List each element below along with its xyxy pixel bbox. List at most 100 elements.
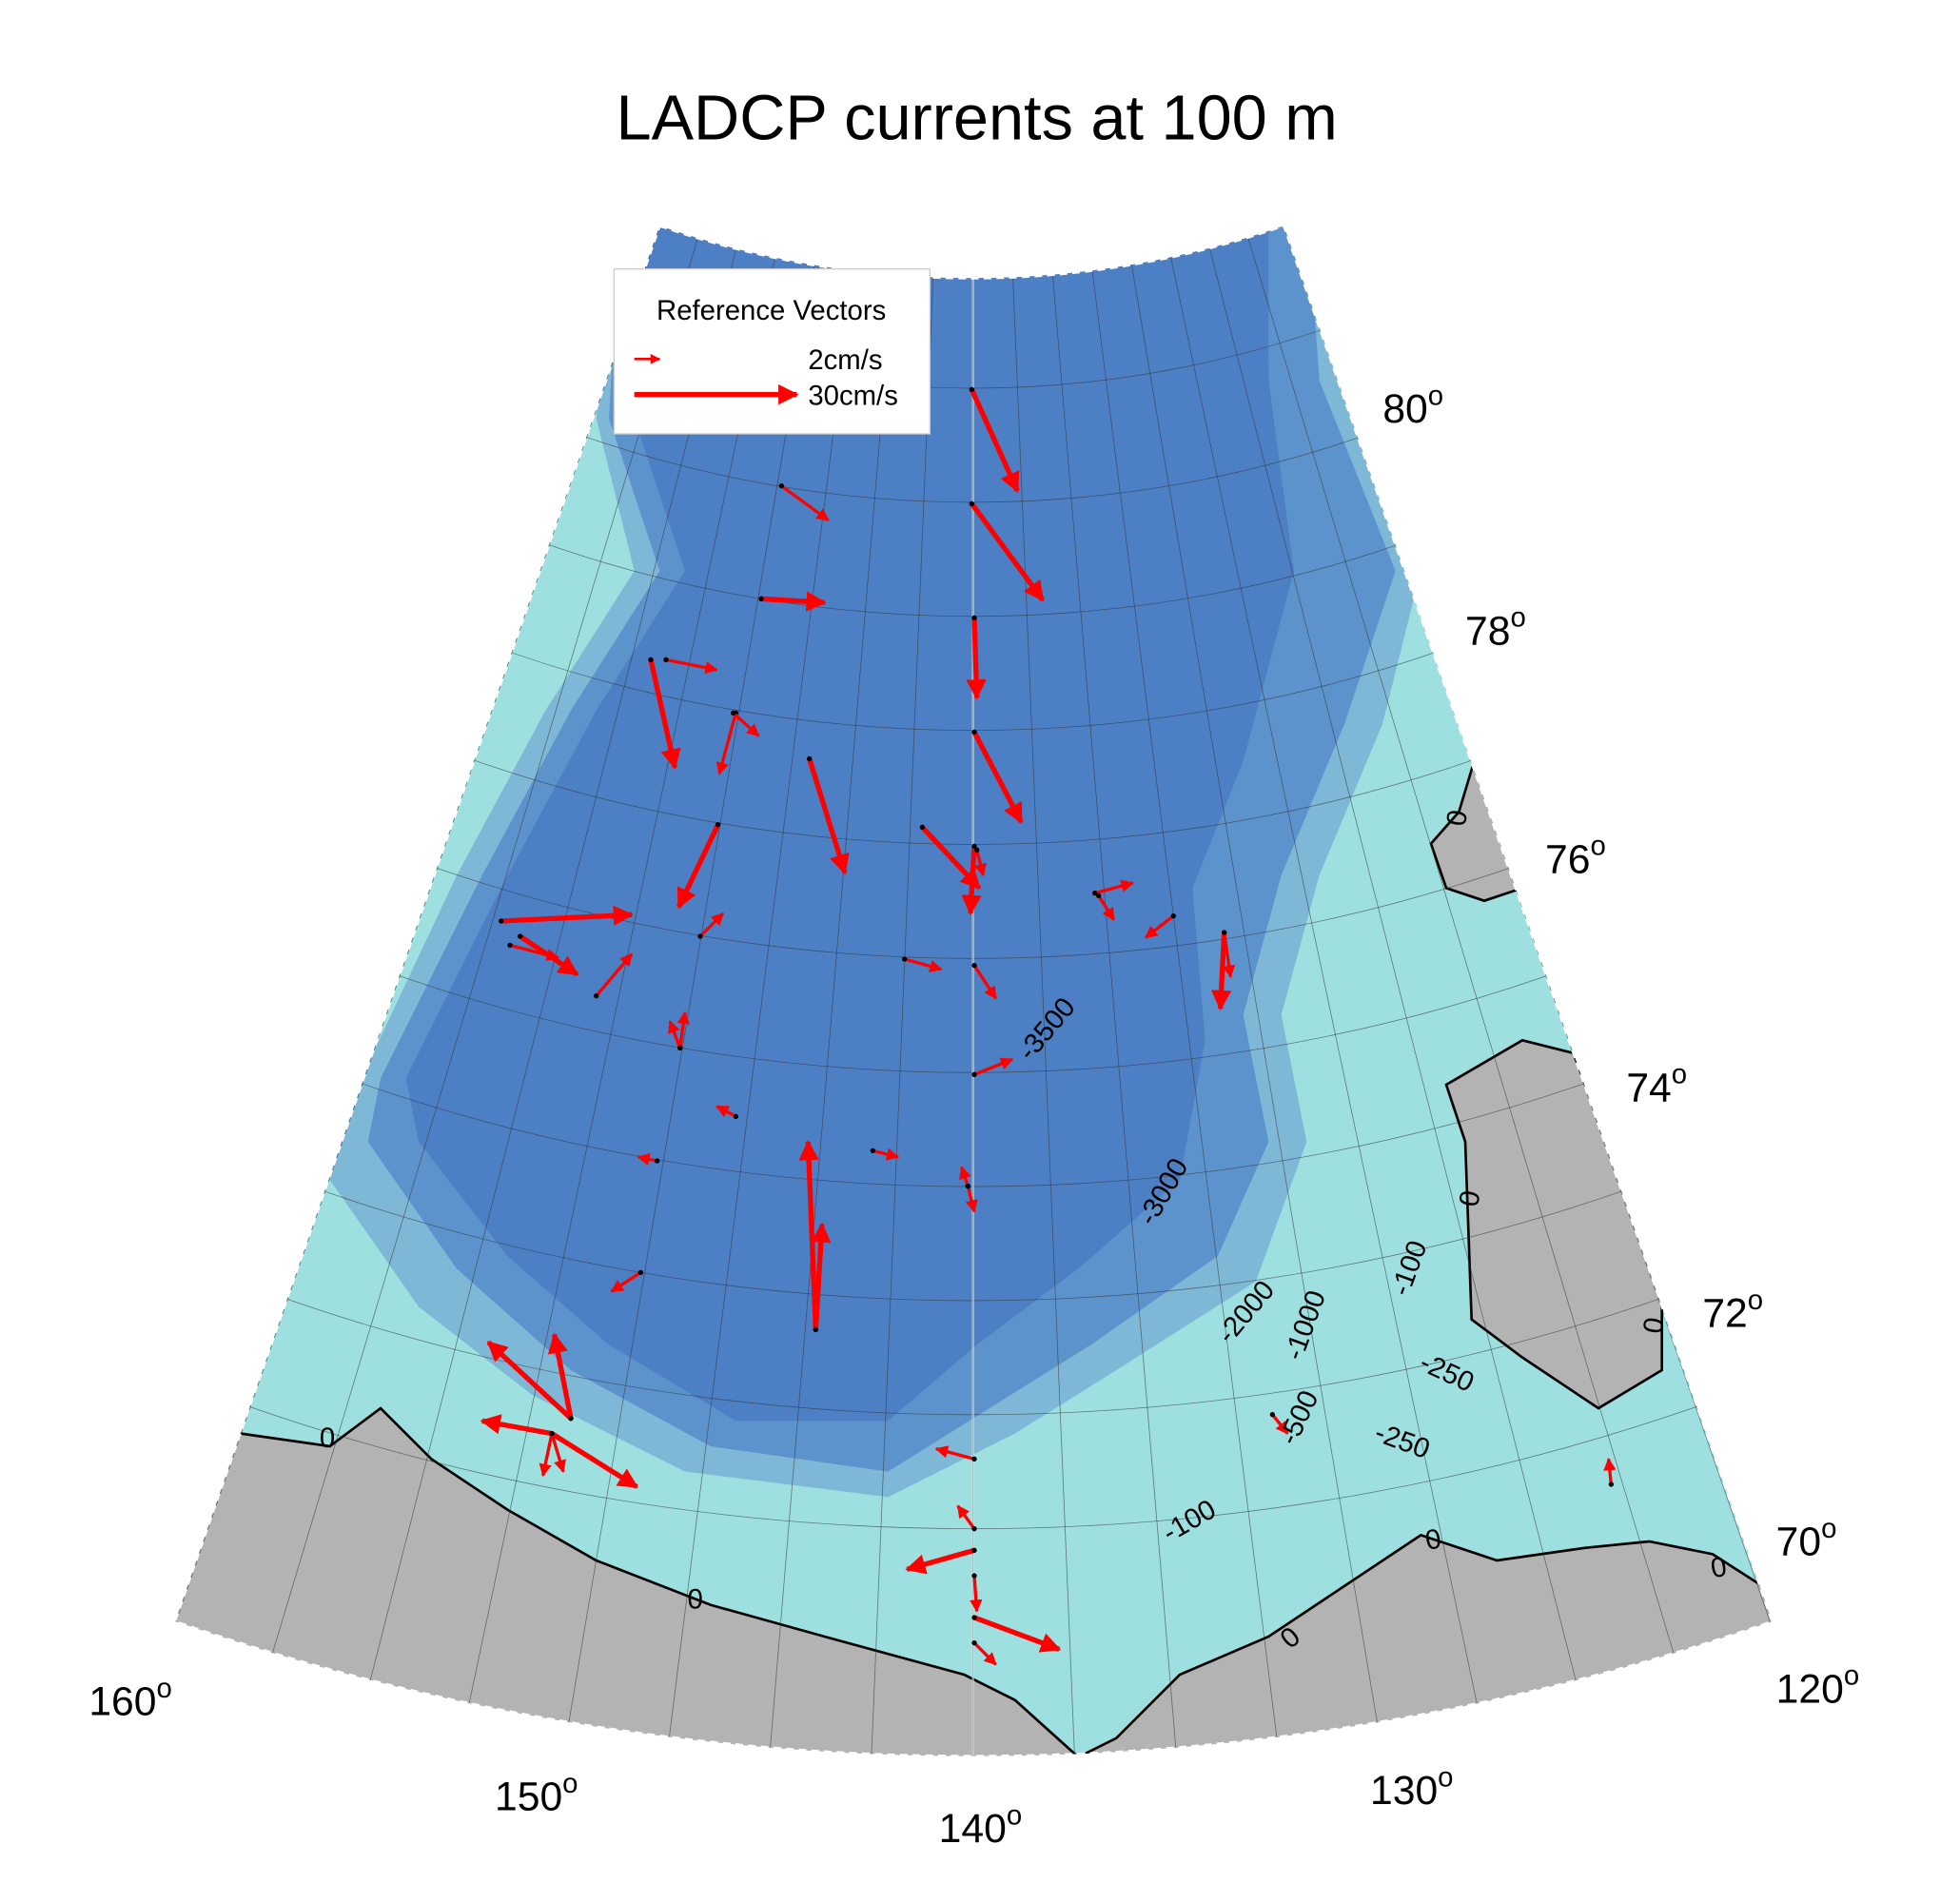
current-vector [973, 1057, 1014, 1076]
current-vector [966, 618, 987, 700]
current-vector [665, 657, 718, 675]
contour-label: 0 [1708, 1551, 1729, 1584]
station [902, 956, 908, 962]
longitude-line [972, 226, 1085, 1756]
degree-symbol: o [1438, 1761, 1453, 1793]
current-vector [676, 823, 721, 910]
legend-title: Reference Vectors [657, 295, 886, 326]
longitude-label: 140o [939, 1799, 1022, 1852]
degree-value: 78 [1465, 608, 1510, 654]
station [969, 500, 974, 506]
degree-symbol: o [157, 1673, 172, 1704]
longitude-line [972, 226, 1196, 1756]
station [971, 1456, 977, 1462]
longitude-label: 120o [1776, 1660, 1859, 1713]
degree-symbol: o [1821, 1513, 1836, 1544]
legend-box [613, 268, 931, 435]
current-vector [486, 1340, 573, 1421]
latitude-label: 80o [1382, 380, 1443, 432]
current-vector [872, 1148, 900, 1161]
current-vector [807, 757, 850, 875]
current-vectors [480, 386, 1617, 1666]
current-vector [961, 846, 982, 916]
current-vector [539, 1433, 554, 1477]
current-vector [970, 1575, 983, 1613]
station [677, 1045, 683, 1050]
current-vector [610, 1270, 642, 1293]
current-vector [1094, 879, 1134, 895]
degree-value: 130 [1370, 1768, 1438, 1814]
degree-symbol: o [1748, 1285, 1763, 1316]
longitude-label: 130o [1370, 1761, 1453, 1814]
station [518, 933, 523, 939]
station [733, 1113, 738, 1119]
longitude-line [972, 226, 1417, 1756]
longitude-line [861, 226, 974, 1756]
station [778, 483, 784, 489]
degree-value: 120 [1776, 1666, 1844, 1712]
degree-symbol: o [1510, 602, 1525, 634]
longitude-line [175, 226, 974, 1756]
contour-label: 0 [1422, 1523, 1443, 1557]
legend-label: 2cm/s [808, 344, 882, 376]
map-title: LADCP currents at 100 m [617, 84, 1338, 154]
latitude-label: 72o [1702, 1285, 1763, 1337]
current-vector [480, 1414, 553, 1437]
degree-symbol: o [1428, 380, 1443, 411]
latitude-label: 78o [1465, 602, 1526, 655]
station [499, 918, 504, 924]
current-vector [1223, 932, 1236, 978]
contour-label: 0 [320, 1422, 335, 1454]
contour-label: 0 [1637, 1315, 1671, 1336]
station [663, 657, 669, 662]
longitude-line [206, 226, 974, 1756]
station [1222, 930, 1227, 935]
station [1092, 891, 1098, 896]
station [971, 963, 977, 969]
current-vector [668, 1020, 682, 1049]
station [549, 1431, 555, 1437]
station [971, 1526, 977, 1532]
contour-label: 0 [688, 1583, 703, 1615]
current-vector [956, 1504, 976, 1530]
longitude-line [750, 226, 974, 1756]
current-vector [1210, 932, 1232, 1011]
degree-symbol: o [1844, 1660, 1859, 1692]
station [807, 755, 813, 761]
longitude-line [421, 226, 974, 1756]
degree-value: 80 [1382, 386, 1427, 432]
station [507, 942, 513, 948]
longitude-line [972, 226, 1306, 1756]
station [971, 843, 977, 849]
current-vector [637, 1152, 657, 1166]
current-vector [676, 1010, 690, 1049]
contour-label: 0 [1441, 808, 1474, 829]
current-vector [698, 912, 725, 938]
longitude-line [972, 226, 1741, 1756]
longitude-label: 160o [88, 1673, 171, 1725]
station [971, 1615, 977, 1620]
station [919, 824, 925, 830]
station [971, 1573, 977, 1579]
current-vector [904, 957, 943, 972]
station [971, 1640, 977, 1646]
current-vector [973, 1615, 1062, 1653]
degree-value: 70 [1776, 1520, 1821, 1565]
station [971, 1547, 977, 1553]
current-vector [595, 952, 634, 997]
longitude-line [972, 226, 1525, 1756]
contour-label: 0 [1453, 1188, 1486, 1209]
latitude-label: 76o [1545, 831, 1606, 883]
current-vector [547, 1332, 574, 1420]
latitude-label: 70o [1776, 1513, 1837, 1565]
current-vector [920, 825, 982, 891]
longitude-line [639, 226, 974, 1756]
station [971, 615, 977, 620]
current-vector [972, 1641, 997, 1666]
current-vector [509, 943, 559, 962]
current-vector [648, 658, 681, 770]
current-vector [780, 484, 830, 522]
current-vector [1603, 1458, 1617, 1485]
current-vector [959, 1166, 971, 1187]
